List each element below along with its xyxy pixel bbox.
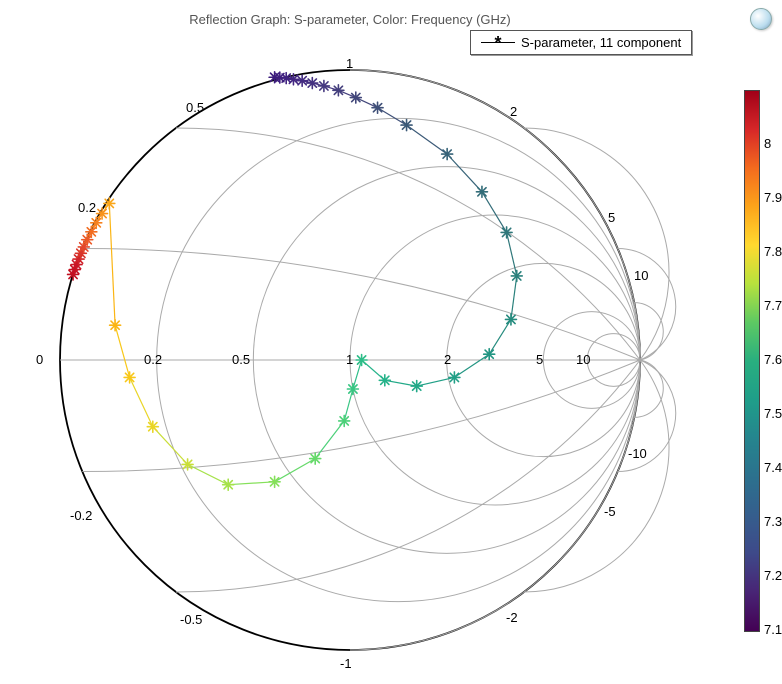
data-marker [356,355,367,366]
colorbar-tick: 7.8 [764,244,782,259]
colorbar-tick: 7.9 [764,190,782,205]
colorbar-tick: 7.6 [764,352,782,367]
axis-label: 2 [510,104,517,119]
data-marker [476,186,487,197]
data-marker [411,381,422,392]
axis-label: -5 [604,504,616,519]
data-marker [110,320,121,331]
data-marker [97,208,108,219]
data-marker [124,372,135,383]
colorbar-tick: 8 [764,136,771,151]
data-marker [269,72,280,83]
data-marker [147,421,158,432]
axis-label: 1 [346,352,353,367]
axis-label: -2 [506,610,518,625]
data-marker [86,226,97,237]
axis-label: 2 [444,352,451,367]
data-marker [347,384,358,395]
data-marker [307,78,318,89]
data-marker [223,479,234,490]
data-marker [449,372,460,383]
data-marker [333,85,344,96]
axis-label: 0.2 [144,352,162,367]
axis-label: 1 [346,56,353,71]
axis-label: 0.5 [232,352,250,367]
data-marker [484,349,495,360]
axis-label: 5 [608,210,615,225]
colorbar-tick: 7.1 [764,622,782,637]
colorbar-tick: 7.4 [764,460,782,475]
colorbar-tick: 7.7 [764,298,782,313]
axis-label: -10 [628,446,647,461]
colorbar [744,90,760,632]
data-marker [104,198,115,209]
colorbar-tick: 7.5 [764,406,782,421]
axis-label: 0.5 [186,100,204,115]
axis-label: 5 [536,352,543,367]
data-marker [372,102,383,113]
data-marker [91,217,102,228]
axis-label: 0.2 [78,200,96,215]
colorbar-tick: 7.3 [764,514,782,529]
axis-label: -0.2 [70,508,92,523]
data-marker [182,459,193,470]
data-marker [318,80,329,91]
axis-label: 10 [634,268,648,283]
data-marker [505,314,516,325]
axis-label: -0.5 [180,612,202,627]
data-marker [511,270,522,281]
data-marker [310,453,321,464]
data-marker [297,75,308,86]
data-marker [269,476,280,487]
data-marker [379,375,390,386]
axis-label: -1 [340,656,352,671]
data-marker [442,149,453,160]
data-marker [401,120,412,131]
axis-label: 10 [576,352,590,367]
axis-label: 0 [36,352,43,367]
smith-chart [0,0,782,684]
data-marker [501,227,512,238]
colorbar-tick: 7.2 [764,568,782,583]
data-marker [339,415,350,426]
data-marker [350,92,361,103]
